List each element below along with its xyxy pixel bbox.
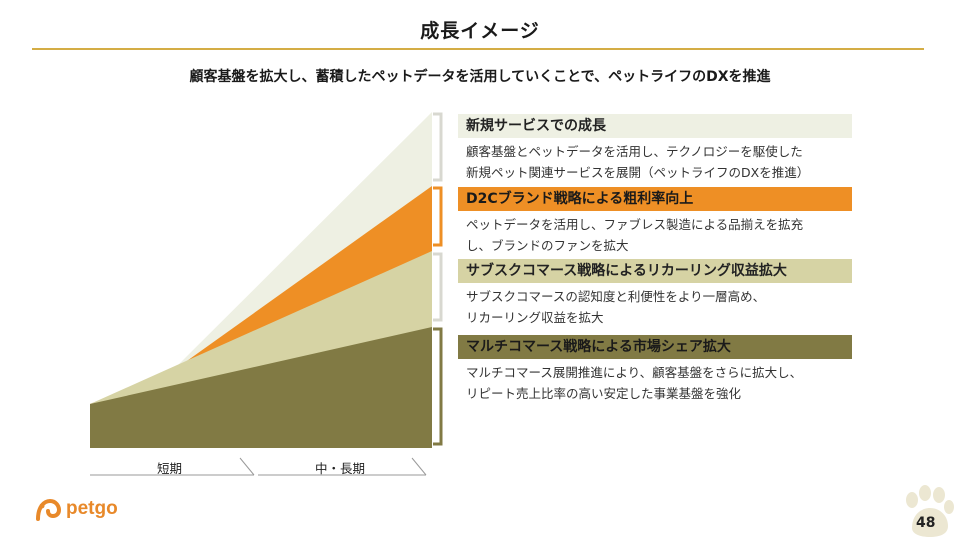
section-heading: 新規サービスでの成長 (458, 114, 852, 138)
axis-slash-short (239, 457, 255, 476)
section-desc-line: 顧客基盤とペットデータを活用し、テクノロジーを駆使した (466, 144, 803, 159)
axis-slash-long (411, 457, 427, 476)
section-heading: D2Cブランド戦略による粗利率向上 (458, 187, 852, 211)
page-number: 48 (916, 515, 936, 531)
section-desc-line: リカーリング収益を拡大 (466, 310, 604, 325)
page-subtitle: 顧客基盤を拡大し、蓄積したペットデータを活用していくことで、ペットライフのDXを… (189, 69, 771, 85)
bracket-multicommerce (433, 327, 443, 446)
section-desc-line: し、ブランドのファンを拡大 (466, 238, 629, 253)
logo-text: petgo (66, 498, 118, 519)
section-desc-line: 新規ペット関連サービスを展開（ペットライフのDXを推進） (466, 165, 810, 180)
title-underline (32, 48, 924, 50)
section-new-services: 新規サービスでの成長 顧客基盤とペットデータを活用し、テクノロジーを駆使した 新… (458, 114, 852, 183)
page-title: 成長イメージ (420, 20, 540, 42)
section-heading: マルチコマース戦略による市場シェア拡大 (458, 335, 852, 359)
paw-logo-icon (36, 498, 62, 521)
section-d2c: D2Cブランド戦略による粗利率向上 ペットデータを活用し、ファブレス製造による品… (458, 187, 852, 256)
section-subscription: サブスクコマース戦略によるリカーリング収益拡大 サブスクコマースの認知度と利便性… (458, 259, 852, 328)
layer-multicommerce (90, 327, 432, 448)
section-desc-line: マルチコマース展開推進により、顧客基盤をさらに拡大し、 (466, 365, 803, 380)
bracket-new-services (433, 112, 443, 182)
section-heading: サブスクコマース戦略によるリカーリング収益拡大 (458, 259, 852, 283)
section-desc-line: ペットデータを活用し、ファブレス製造による品揃えを拡充 (466, 217, 804, 232)
paw-decoration-icon (906, 485, 954, 537)
section-desc-line: リピート売上比率の高い安定した事業基盤を強化 (466, 386, 742, 401)
axis-label-mid-long-term: 中・長期 (315, 461, 366, 476)
petgo-logo: petgo (34, 497, 118, 521)
bracket-subscription (433, 252, 443, 322)
axis-label-short-term: 短期 (157, 461, 183, 476)
section-multicommerce: マルチコマース戦略による市場シェア拡大 マルチコマース展開推進により、顧客基盤を… (458, 335, 852, 404)
section-desc-line: サブスクコマースの認知度と利便性をより一層高め、 (466, 289, 766, 304)
bracket-d2c (433, 186, 443, 247)
